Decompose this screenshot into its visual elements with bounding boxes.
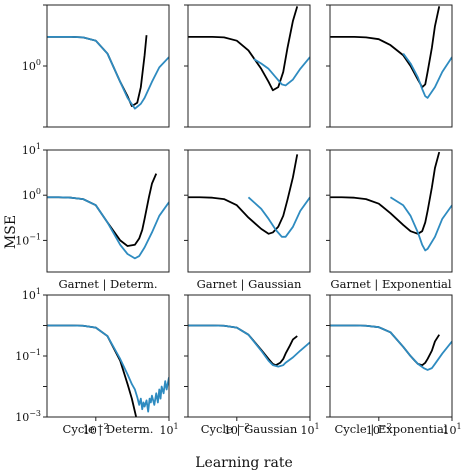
series-blue-line	[402, 53, 452, 99]
series-black-line	[47, 35, 148, 108]
series-blue-line	[47, 196, 169, 260]
panel-title: Cycle | Determ.	[63, 422, 154, 437]
y-axis-label: MSE	[3, 215, 19, 249]
panel-frame	[329, 4, 453, 128]
x-tick-label: 10−2	[366, 422, 392, 437]
y-tick-label: 10−1	[15, 348, 41, 363]
panels: 100 101 100 10−1 Garnet | Determ. Garnet | Ga…	[15, 4, 462, 437]
panel-frame	[46, 4, 170, 128]
y-tick-label: 101	[22, 142, 41, 157]
y-tick-label: 101	[22, 287, 41, 302]
series-blue-line	[247, 196, 310, 238]
series-blue-line	[389, 196, 452, 252]
series-blue-line	[253, 56, 310, 87]
series-blue-line	[47, 324, 169, 413]
series-blue-line	[330, 324, 452, 371]
panel-2-1: 101 100 10−1 Garnet | Determ.	[15, 142, 170, 292]
panel-3-1: 101 10−1 10−3 10−2 101 Cycle | Determ.	[15, 287, 178, 437]
panel-title: Cycle | Exponential	[334, 422, 447, 437]
panel-frame	[329, 149, 453, 273]
series-blue-line	[188, 324, 310, 368]
series-black-line	[330, 324, 441, 367]
x-tick-label: 101	[442, 422, 461, 437]
series-black-line	[188, 154, 299, 235]
panel-title: Cycle | Gaussian	[201, 422, 298, 437]
panel-title: Garnet | Determ.	[58, 277, 157, 292]
x-axis-label: Learning rate	[195, 455, 293, 471]
panel-frame	[187, 149, 311, 273]
x-tick-label: 10−2	[224, 422, 250, 437]
panel-2-2: Garnet | Gaussian	[184, 149, 311, 292]
y-tick-label: 100	[22, 58, 41, 73]
panel-frame	[46, 149, 170, 273]
series-black-line	[47, 324, 138, 417]
panel-2-3: Garnet | Exponential	[326, 149, 453, 292]
x-tick-label: 101	[300, 422, 319, 437]
x-tick-label: 10−2	[83, 422, 109, 437]
series-black-line	[188, 6, 299, 92]
y-tick-label: 100	[22, 187, 41, 202]
series-black-line	[330, 151, 441, 235]
panel-frame	[187, 294, 311, 418]
series-blue-line	[47, 36, 169, 110]
panel-title: Garnet | Exponential	[330, 277, 451, 292]
y-tick-label: 10−3	[15, 409, 41, 424]
series-black-line	[330, 6, 441, 89]
series-black-line	[47, 173, 158, 247]
panel-1-2	[184, 4, 311, 128]
x-tick-label: 101	[159, 422, 178, 437]
panel-1-1: 100	[22, 4, 170, 128]
panel-title: Garnet | Gaussian	[197, 277, 302, 292]
y-tick-label: 10−1	[15, 232, 41, 247]
panel-1-3	[326, 4, 453, 128]
panel-frame	[329, 294, 453, 418]
